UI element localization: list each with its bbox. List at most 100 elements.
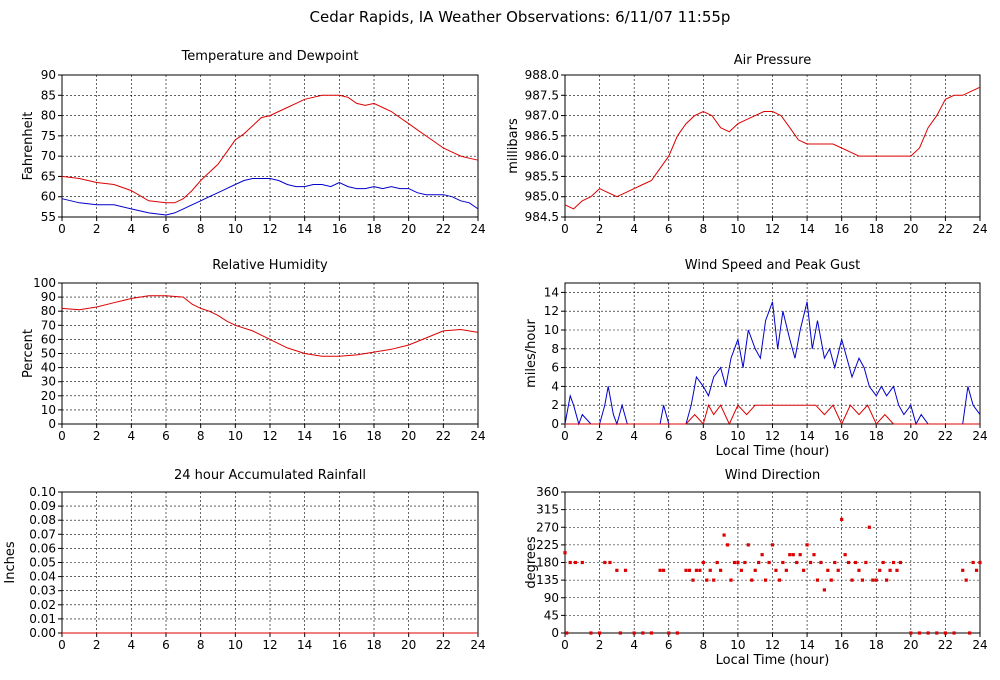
x-tick-label: 16 (834, 638, 849, 652)
data-point (961, 568, 965, 572)
data-point (784, 568, 788, 572)
data-point (719, 568, 723, 572)
data-point (661, 568, 666, 572)
x-tick-label: 24 (470, 222, 485, 236)
data-point (815, 578, 820, 582)
data-point (781, 560, 785, 565)
x-tick-label: 14 (799, 638, 814, 652)
data-point (829, 578, 833, 582)
data-point (935, 631, 939, 635)
y-tick-label: 0 (551, 626, 559, 640)
x-tick-label: 6 (665, 638, 673, 652)
data-point (658, 568, 662, 572)
data-point (788, 553, 792, 557)
y-tick-label: 0.03 (29, 584, 56, 598)
data-point (777, 578, 782, 582)
x-tick-label: 4 (128, 429, 136, 443)
data-point (736, 560, 740, 565)
x-tick-label: 6 (665, 429, 673, 443)
y-tick-label: 225 (536, 538, 559, 552)
x-tick-label: 16 (332, 222, 347, 236)
data-point (760, 553, 764, 557)
data-point (687, 568, 692, 572)
data-point (732, 560, 737, 565)
x-tick-label: 4 (630, 638, 638, 652)
data-point (774, 568, 778, 572)
x-tick-label: 6 (162, 429, 170, 443)
y-tick-label: 60 (41, 190, 56, 204)
x-tick-label: 20 (401, 222, 416, 236)
x-tick-label: 24 (972, 638, 987, 652)
x-tick-label: 2 (93, 638, 101, 652)
y-tick-label: 70 (41, 149, 56, 163)
data-point (819, 560, 823, 565)
data-point (691, 578, 695, 582)
data-point (974, 568, 979, 572)
y-tick-label: 80 (41, 109, 56, 123)
x-tick-label: 10 (228, 429, 243, 443)
x-tick-label: 20 (903, 638, 918, 652)
y-tick-label: 10 (544, 323, 559, 337)
x-tick-label: 2 (596, 222, 604, 236)
y-tick-label: 0.00 (29, 626, 56, 640)
data-point (641, 631, 645, 635)
x-tick-label: 8 (700, 222, 708, 236)
y-tick-label: 0.09 (29, 499, 56, 513)
data-point (895, 568, 899, 572)
x-tick-label: 8 (700, 429, 708, 443)
x-tick-label: 16 (834, 429, 849, 443)
data-point (860, 578, 865, 582)
series-line-0 (61, 94, 479, 204)
data-point (623, 568, 628, 572)
x-tick-label: 12 (262, 222, 277, 236)
x-tick-label: 0 (561, 429, 569, 443)
data-point (746, 543, 750, 547)
y-tick-label: 90 (41, 290, 56, 304)
data-point (853, 560, 858, 565)
x-axis-label: Local Time (hour) (716, 444, 830, 459)
x-tick-label: 0 (58, 429, 66, 443)
y-tick-label: 988.0 (525, 68, 559, 82)
data-point (615, 568, 619, 572)
x-tick-label: 22 (938, 222, 953, 236)
y-tick-label: 2 (551, 398, 559, 412)
data-point (708, 568, 712, 572)
x-tick-label: 20 (401, 429, 416, 443)
y-tick-label: 75 (41, 129, 56, 143)
x-tick-label: 0 (561, 222, 569, 236)
data-point (698, 568, 702, 572)
data-point (649, 631, 654, 635)
data-point (812, 553, 816, 557)
x-tick-label: 12 (262, 429, 277, 443)
series-line-0 (564, 301, 981, 426)
x-tick-label: 20 (401, 638, 416, 652)
series-line-0 (564, 86, 981, 210)
data-point (667, 631, 671, 635)
y-tick-label: 50 (41, 347, 56, 361)
data-point (857, 568, 861, 572)
data-point (802, 568, 806, 572)
data-point (597, 631, 602, 635)
x-tick-label: 4 (128, 222, 136, 236)
y-tick-label: 0 (551, 417, 559, 431)
data-point (715, 560, 719, 565)
y-tick-label: 8 (551, 342, 559, 356)
data-point (926, 631, 930, 635)
y-tick-label: 55 (41, 210, 56, 224)
data-point (632, 631, 636, 635)
x-tick-label: 24 (972, 429, 987, 443)
y-tick-label: 0.05 (29, 556, 56, 570)
data-point (978, 560, 982, 565)
y-tick-label: 12 (544, 304, 559, 318)
data-point (885, 578, 889, 582)
y-tick-label: 45 (544, 608, 559, 622)
data-point (836, 568, 840, 572)
series-line-1 (61, 178, 479, 216)
x-tick-label: 10 (730, 429, 745, 443)
chart-title: Wind Speed and Peak Gust (685, 258, 860, 273)
y-tick-label: 30 (41, 375, 56, 389)
data-point (795, 560, 799, 565)
page-title: Cedar Rapids, IA Weather Observations: 6… (309, 8, 731, 26)
